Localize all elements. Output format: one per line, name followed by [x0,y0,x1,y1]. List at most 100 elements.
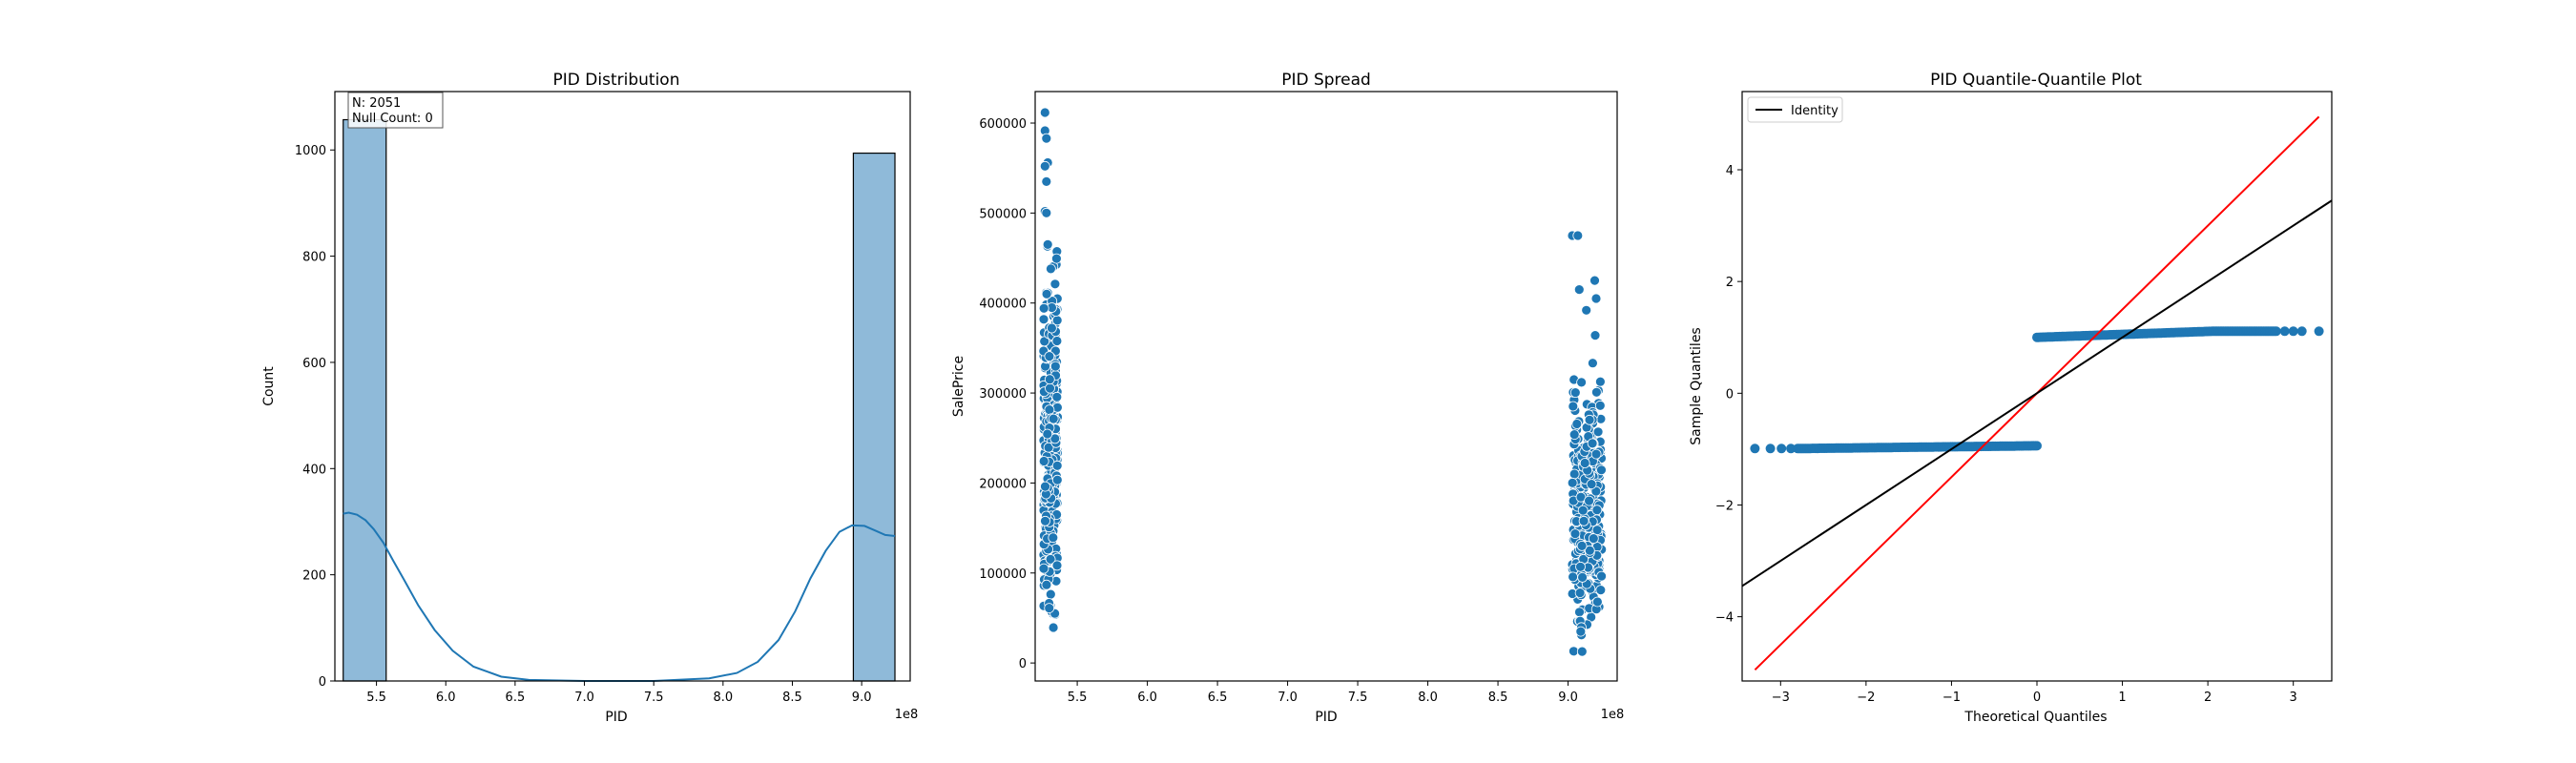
scatter-point [1567,477,1578,488]
identity-line [1741,199,2333,588]
scatter-point [1038,563,1049,574]
scatter-point [1589,330,1601,341]
scatter-point [1051,560,1063,571]
scatter-point [1039,160,1050,172]
spread-x-offset: 1e8 [1601,708,1625,722]
scatter-point [1584,545,1595,556]
scatter-point [1039,107,1050,118]
histogram-y-tick-label: 400 [302,463,326,477]
scatter-point [1568,646,1579,657]
qq-y-label: Sample Quantiles [1689,327,1704,444]
scatter-point [1040,481,1050,492]
histogram-y-tick-label: 1000 [295,144,326,158]
histogram-x-tick-label: 6.5 [506,691,526,705]
qq-point [1786,443,1797,454]
spread-y-tick-label: 300000 [979,387,1027,402]
scatter-point [1592,426,1604,438]
spread-y-tick-label: 100000 [979,567,1027,582]
scatter-point [1048,622,1059,633]
scatter-point [1038,456,1049,466]
scatter-point [1044,404,1055,416]
spread-y-label: SalePrice [951,356,966,417]
histogram-x-tick-label: 8.5 [782,691,802,705]
scatter-point [1591,525,1603,536]
legend-identity-label: Identity [1791,104,1839,118]
histogram-x-tick-label: 6.0 [436,691,456,705]
spread-y-tick-label: 200000 [979,477,1027,491]
histogram-y-tick-label: 600 [302,357,326,371]
scatter-point [1578,515,1589,526]
qq-point [2279,326,2290,337]
scatter-point [1588,533,1599,544]
qq-point [2288,326,2298,337]
scatter-point [1576,541,1588,551]
scatter-point [1589,275,1600,286]
qq-y-tick-label: 0 [1726,387,1734,402]
scatter-point [1051,336,1063,346]
spread-y-tick-label: 400000 [979,298,1027,312]
scatter-point [1043,442,1054,453]
spread-title: PID Spread [1281,71,1371,90]
scatter-point [1591,386,1602,398]
scatter-point [1051,391,1063,402]
scatter-point [1569,387,1581,399]
qq-panel: PID Quantile-Quantile Plot −3 −2 −1 0 1 2 3 −4… [1689,71,2333,725]
qq-y-ticks: −4 −2 0 2 4 [1715,164,1742,626]
histogram-x-tick-label: 9.0 [852,691,872,705]
spread-x-tick-label: 8.5 [1488,691,1508,705]
qq-y-tick-label: −2 [1715,499,1734,513]
scatter-point [1049,361,1061,372]
scatter-point [1587,438,1598,449]
scatter-point [1045,588,1056,600]
scatter-point [1568,571,1578,583]
scatter-point [1041,175,1052,187]
qq-x-label: Theoretical Quantiles [1963,710,2107,725]
scatter-point [1041,133,1052,144]
histogram-x-tick-label: 8.0 [713,691,733,705]
histogram-panel: PID Distribution 5.5 6.0 6.5 7.0 7.5 8.0 8.5 9.… [261,71,918,725]
scatter-point [1574,588,1586,598]
scatter-point [1596,464,1607,476]
qq-legend: Identity [1747,96,1843,123]
qq-frame [1741,91,2333,682]
histogram-bar [852,152,896,682]
histogram-x-label: PID [605,710,627,725]
spread-x-tick-label: 9.0 [1558,691,1578,705]
scatter-point [1038,314,1049,325]
qq-y-tick-label: 2 [1726,276,1734,290]
scatter-point [1590,293,1602,304]
qq-point [2271,326,2281,337]
spread-x-label: PID [1315,710,1337,725]
qq-point [1750,443,1760,454]
scatter-point [1577,572,1588,583]
histogram-bars [343,118,896,682]
scatter-point [1590,448,1602,460]
histogram-x-tick-label: 5.5 [366,691,386,705]
histogram-x-tick-label: 7.5 [644,691,664,705]
kde-curve [343,511,896,682]
spread-y-tick-label: 600000 [979,117,1027,132]
scatter-point [1041,288,1052,299]
scatter-point [1044,351,1055,362]
qq-x-tick-label: 2 [2204,691,2212,705]
scatter-point [1577,505,1589,516]
qq-x-ticks: −3 −2 −1 0 1 2 3 [1772,681,2297,705]
histogram-title: PID Distribution [553,71,680,90]
histogram-y-label: Count [261,366,277,406]
qq-y-tick-label: 4 [1726,164,1734,178]
scatter-point [1591,505,1603,516]
scatter-point [1045,382,1055,394]
scatter-point [1571,419,1583,429]
spread-x-tick-label: 7.0 [1278,691,1298,705]
spread-x-ticks: 5.5 6.0 6.5 7.0 7.5 8.0 8.5 9.0 [1068,681,1578,705]
spread-points [1038,107,1608,657]
legend-box [1747,96,1843,123]
scatter-point [1051,253,1062,264]
scatter-point [1595,585,1607,595]
scatter-point [1592,596,1603,608]
scatter-point [1048,532,1059,544]
scatter-point [1040,515,1050,526]
scatter-point [1048,413,1059,424]
histogram-x-offset: 1e8 [895,708,919,722]
spread-x-tick-label: 5.5 [1068,691,1088,705]
